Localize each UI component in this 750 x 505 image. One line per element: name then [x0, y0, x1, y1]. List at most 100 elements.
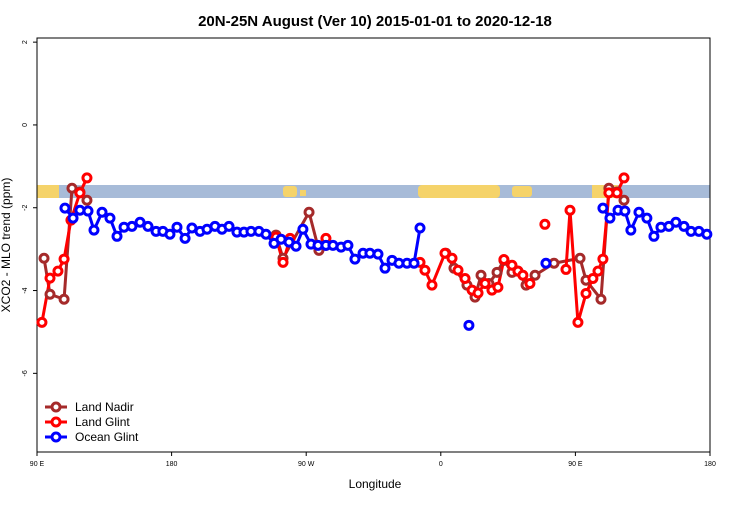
- data-point: [491, 266, 503, 278]
- data-point: [171, 221, 183, 233]
- data-point: [463, 319, 475, 331]
- data-point: [475, 269, 487, 281]
- data-point: [67, 212, 79, 224]
- data-point: [342, 239, 354, 251]
- y-axis-label: XCO2 - MLO trend (ppm): [0, 178, 13, 313]
- data-point: [459, 273, 471, 285]
- data-point: [618, 194, 630, 206]
- data-point: [498, 253, 510, 265]
- map-land: [300, 190, 306, 196]
- data-point: [592, 265, 604, 277]
- legend-label: Ocean Glint: [75, 430, 139, 444]
- data-point: [604, 212, 616, 224]
- data-point: [44, 288, 56, 300]
- data-point: [560, 263, 572, 275]
- data-point: [88, 224, 100, 236]
- x-tick-label: 90 E: [30, 461, 45, 468]
- y-tick-label: 2: [22, 40, 29, 44]
- map-ocean: [37, 185, 710, 198]
- data-point: [574, 252, 586, 264]
- data-point: [572, 316, 584, 328]
- map-land: [418, 185, 500, 198]
- data-point: [597, 202, 609, 214]
- data-point: [52, 265, 64, 277]
- data-point: [223, 220, 235, 232]
- data-point: [38, 252, 50, 264]
- data-point: [414, 222, 426, 234]
- legend-label: Land Glint: [75, 415, 130, 429]
- data-point: [452, 264, 464, 276]
- data-point: [81, 194, 93, 206]
- data-point: [379, 262, 391, 274]
- data-point: [303, 206, 315, 218]
- data-point: [539, 218, 551, 230]
- data-point: [564, 204, 576, 216]
- data-point: [290, 240, 302, 252]
- x-tick-label: 0: [439, 461, 443, 468]
- data-point: [419, 264, 431, 276]
- y-tick-label: -4: [22, 287, 29, 293]
- data-point: [277, 256, 289, 268]
- map-land: [283, 186, 297, 197]
- y-tick-label: -2: [22, 205, 29, 211]
- plot-frame: [36, 37, 711, 453]
- data-point: [492, 281, 504, 293]
- data-point: [701, 228, 713, 240]
- data-point: [587, 273, 599, 285]
- data-point: [142, 220, 154, 232]
- data-point: [595, 293, 607, 305]
- data-point: [641, 212, 653, 224]
- data-point: [619, 205, 631, 217]
- x-tick-label: 180: [166, 461, 178, 468]
- map-land: [512, 186, 532, 197]
- data-point: [648, 230, 660, 242]
- data-point: [524, 278, 536, 290]
- data-point: [580, 287, 592, 299]
- data-point: [506, 259, 518, 271]
- data-point: [96, 206, 108, 218]
- x-tick-label: 90 E: [568, 461, 583, 468]
- data-point: [540, 257, 552, 269]
- data-point: [58, 253, 70, 265]
- data-point: [597, 253, 609, 265]
- data-point: [517, 269, 529, 281]
- data-point: [678, 220, 690, 232]
- data-point: [81, 172, 93, 184]
- data-point: [36, 316, 48, 328]
- data-point: [58, 293, 70, 305]
- x-tick-label: 180: [704, 461, 716, 468]
- data-point: [439, 247, 451, 259]
- legend-marker: [50, 416, 62, 428]
- data-point: [126, 220, 138, 232]
- data-point: [44, 272, 56, 284]
- data-point: [625, 224, 637, 236]
- data-point: [260, 228, 272, 240]
- data-point: [426, 279, 438, 291]
- legend-marker: [50, 401, 62, 413]
- chart-title: 20N-25N August (Ver 10) 2015-01-01 to 20…: [198, 13, 552, 30]
- data-point: [164, 228, 176, 240]
- data-point: [134, 216, 146, 228]
- legend-marker: [50, 431, 62, 443]
- data-point: [179, 232, 191, 244]
- data-point: [82, 205, 94, 217]
- data-point: [111, 230, 123, 242]
- data-point: [297, 223, 309, 235]
- legend-label: Land Nadir: [75, 400, 134, 414]
- data-point: [611, 187, 623, 199]
- data-point: [446, 252, 458, 264]
- data-point: [349, 253, 361, 265]
- x-tick-label: 90 W: [298, 461, 315, 468]
- data-point: [670, 216, 682, 228]
- y-tick-label: -6: [22, 370, 29, 376]
- data-point: [104, 212, 116, 224]
- data-point: [479, 278, 491, 290]
- data-point: [618, 172, 630, 184]
- data-point: [472, 287, 484, 299]
- data-point: [74, 187, 86, 199]
- data-point: [633, 206, 645, 218]
- data-point: [529, 269, 541, 281]
- data-point: [59, 202, 71, 214]
